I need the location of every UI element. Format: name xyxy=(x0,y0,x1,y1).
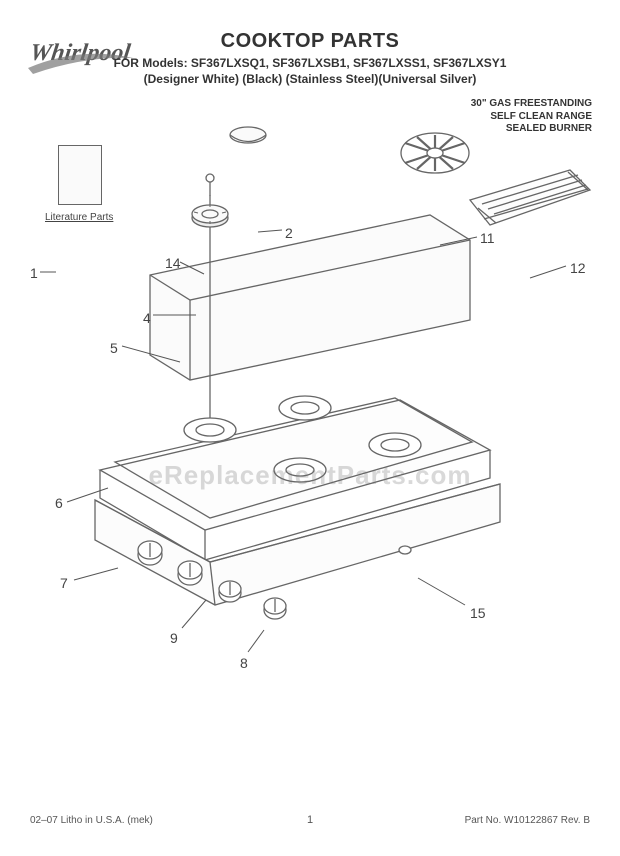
colors-line: (Designer White) (Black) (Stainless Stee… xyxy=(144,72,477,86)
leader-line xyxy=(67,488,108,502)
diagram-area: 1245678911121415 xyxy=(0,100,620,800)
callout-12: 12 xyxy=(570,260,586,276)
callout-8: 8 xyxy=(240,655,248,671)
page-title: COOKTOP PARTS xyxy=(221,30,400,53)
models-list: SF367LXSQ1, SF367LXSB1, SF367LXSS1, SF36… xyxy=(191,56,506,70)
leader-line xyxy=(258,230,282,232)
cooktop-diagram xyxy=(0,100,620,800)
leader-line xyxy=(418,578,465,605)
leader-line xyxy=(182,600,206,628)
page: Whirlpool COOKTOP PARTS FOR Models: SF36… xyxy=(0,0,620,856)
callout-11: 11 xyxy=(480,230,495,246)
leader-line xyxy=(248,630,264,652)
models-line: FOR Models: SF367LXSQ1, SF367LXSB1, SF36… xyxy=(114,56,507,70)
callout-15: 15 xyxy=(470,605,486,621)
callout-2: 2 xyxy=(285,225,293,241)
callout-7: 7 xyxy=(60,575,68,591)
leader-line xyxy=(530,266,566,278)
leader-line xyxy=(74,568,118,580)
watermark: eReplacementParts.com xyxy=(148,460,471,491)
footer-page-number: 1 xyxy=(307,814,313,826)
models-prefix: FOR Models: xyxy=(114,56,188,70)
callout-14: 14 xyxy=(165,255,181,271)
callout-4: 4 xyxy=(143,310,151,326)
callout-1: 1 xyxy=(30,265,38,281)
footer-left: 02–07 Litho in U.S.A. (mek) xyxy=(30,815,153,826)
callout-9: 9 xyxy=(170,630,178,646)
callout-5: 5 xyxy=(110,340,118,356)
footer-right: Part No. W10122867 Rev. B xyxy=(465,815,590,826)
callout-6: 6 xyxy=(55,495,63,511)
